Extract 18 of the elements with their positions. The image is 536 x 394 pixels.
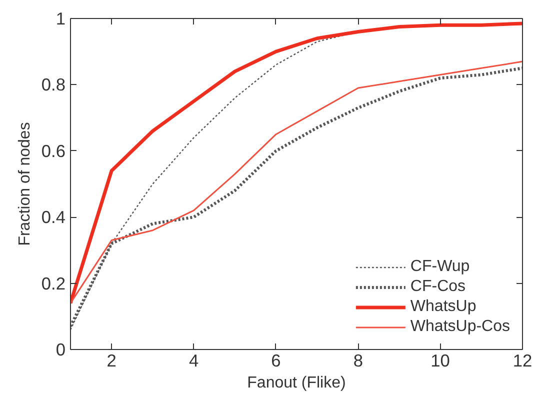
legend-label: CF-Cos	[410, 278, 466, 296]
y-tick-label: 1	[56, 8, 66, 28]
x-tick-label: 10	[430, 350, 450, 370]
x-tick-label: 8	[353, 350, 363, 370]
x-tick-label: 4	[188, 350, 199, 370]
legend-label: WhatsUp-Cos	[410, 318, 510, 336]
y-tick-label: 0.2	[41, 273, 66, 294]
y-tick-label: 0	[56, 340, 66, 360]
x-tick-label: 12	[512, 350, 532, 370]
legend-label: CF-Wup	[410, 258, 470, 276]
x-tick-label: 2	[106, 350, 116, 370]
legend-label: WhatsUp	[410, 298, 476, 316]
x-axis-title: Fanout (Flike)	[247, 374, 346, 392]
y-tick-label: 0.6	[41, 140, 66, 161]
y-axis-title: Fraction of nodes	[16, 122, 34, 246]
y-tick-label: 0.4	[41, 207, 66, 228]
y-tick-label: 0.8	[41, 74, 66, 95]
x-tick-label: 6	[271, 350, 281, 370]
